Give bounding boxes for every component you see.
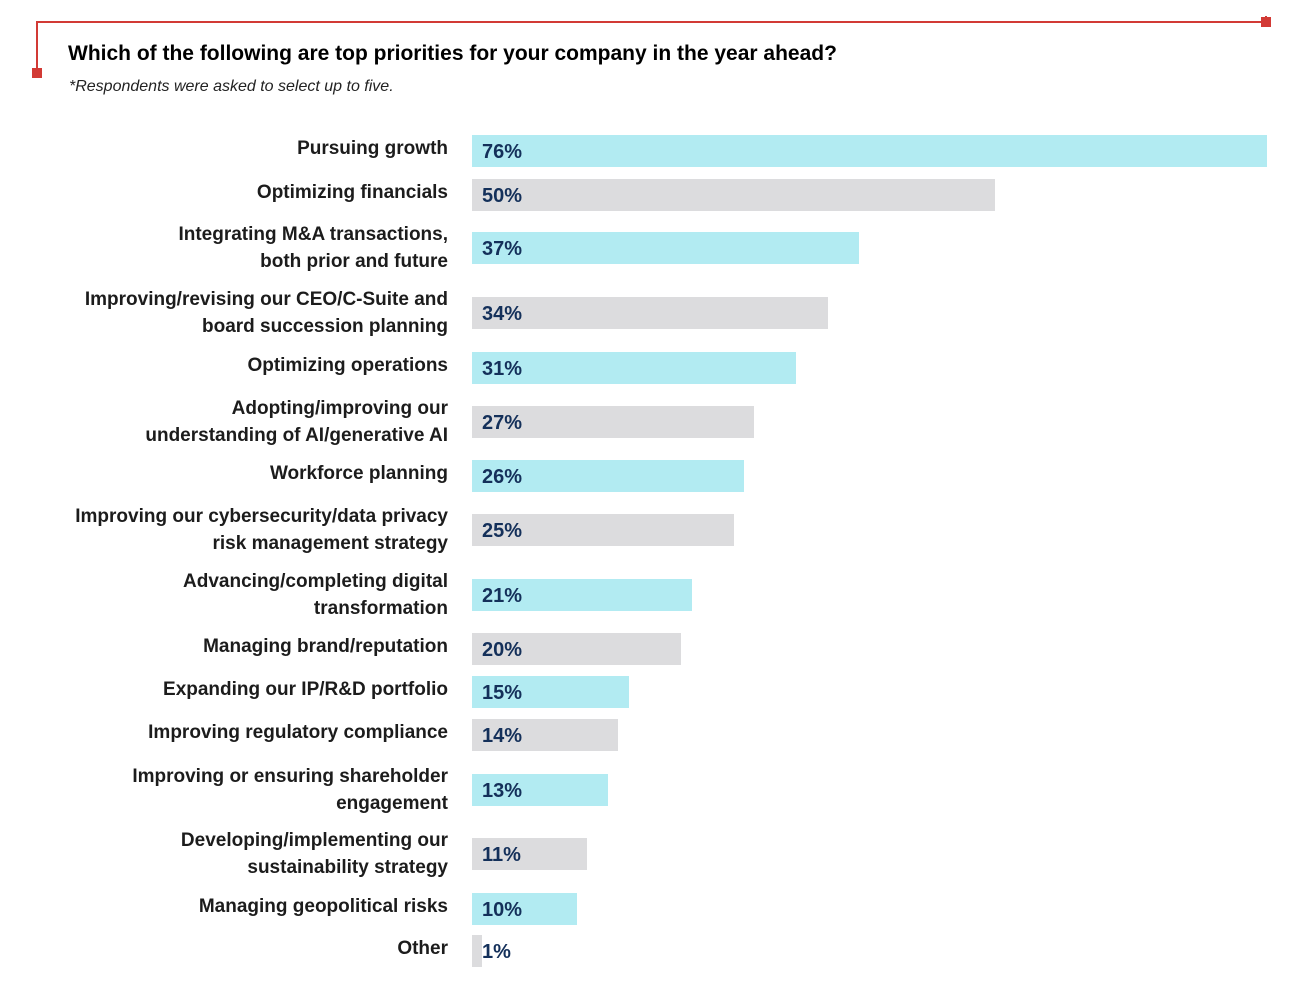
bar-value-label: 20% (482, 639, 523, 661)
category-label-line: Integrating M&A transactions, (178, 224, 448, 245)
category-label-line: Improving or ensuring shareholder (132, 766, 448, 787)
bar-value-label: 34% (482, 303, 523, 325)
bar-value-label: 37% (482, 238, 523, 260)
bar (472, 893, 577, 925)
category-label: Other (397, 935, 448, 962)
category-label: Workforce planning (270, 460, 448, 487)
frame-top-line (36, 21, 1267, 23)
frame-left-line (36, 21, 38, 71)
category-label: Pursuing growth (297, 135, 448, 162)
category-label-line: Adopting/improving our (231, 398, 448, 419)
category-label-line: transformation (313, 598, 448, 619)
bar (472, 135, 1267, 167)
category-label-line: Developing/implementing our (180, 830, 448, 851)
bar (472, 297, 828, 329)
bar-value-label: 14% (482, 725, 523, 747)
category-label-line: Improving/revising our CEO/C-Suite and (84, 289, 448, 310)
category-label-line: risk management strategy (212, 533, 449, 554)
bar (472, 719, 619, 751)
bar (472, 676, 629, 708)
bar (472, 838, 588, 870)
category-label-line: board succession planning (202, 316, 448, 337)
category-label-line: Improving our cybersecurity/data privacy (75, 506, 448, 527)
category-label: Advancing/completing digital transformati… (183, 568, 448, 622)
bar-value-label: 27% (482, 412, 523, 434)
category-label: Managing geopolitical risks (199, 893, 448, 920)
bar-value-label: 1% (482, 941, 511, 963)
bar-value-label: 26% (482, 466, 523, 488)
bar-value-label: 11% (482, 844, 521, 866)
bar-value-label: 31% (482, 358, 523, 380)
category-label: Managing brand/reputation (203, 633, 448, 660)
bar-value-label: 25% (482, 520, 523, 542)
frame-corner-square-top-right (1261, 17, 1271, 27)
category-label-line: Advancing/completing digital (183, 571, 448, 592)
bar (472, 179, 996, 211)
category-label-line: Optimizing operations (247, 354, 448, 376)
bar (472, 352, 797, 384)
bar-value-label: 21% (482, 585, 523, 607)
bar (472, 579, 692, 611)
bar (472, 514, 734, 546)
bar (472, 232, 860, 264)
bar (472, 406, 755, 438)
bar-value-label: 50% (482, 185, 523, 207)
category-label-line: engagement (336, 793, 448, 814)
chart-title: Which of the following are top prioritie… (68, 42, 837, 65)
bar (472, 633, 682, 665)
category-label-line: Expanding our IP/R&D portfolio (163, 678, 448, 700)
category-label: Developing/implementing our sustainabilit… (181, 827, 448, 881)
chart-subtitle: *Respondents were asked to select up to … (69, 78, 394, 95)
bar-value-label: 76% (482, 141, 523, 163)
category-label-line: both prior and future (260, 251, 448, 272)
category-label-line: Managing brand/reputation (203, 635, 448, 657)
category-label: Improving/revising our CEO/C-Suite and bo… (85, 286, 448, 340)
category-label-line: Managing geopolitical risks (198, 895, 448, 917)
category-label-line: Optimizing financials (256, 181, 448, 203)
category-label: Adopting/improving our understanding of A… (145, 395, 448, 449)
category-label: Expanding our IP/R&D portfolio (163, 676, 448, 703)
frame-corner-square-left (32, 68, 42, 78)
category-label: Integrating M&A transactions, both prior … (178, 221, 448, 275)
category-label-line: sustainability strategy (247, 857, 448, 878)
category-label-line: understanding of AI/generative AI (145, 425, 448, 446)
bar-value-label: 13% (482, 780, 523, 802)
category-label: Improving regulatory compliance (148, 719, 448, 746)
category-label: Improving or ensuring shareholder engagem… (132, 763, 448, 817)
bar-value-label: 15% (482, 682, 523, 704)
bar-value-label: 10% (482, 899, 523, 921)
category-label: Improving our cybersecurity/data privacy… (75, 503, 448, 557)
category-label: Optimizing financials (257, 179, 448, 206)
category-label: Optimizing operations (247, 352, 448, 379)
category-label-line: Workforce planning (269, 462, 448, 484)
bar (472, 774, 608, 806)
bar (472, 460, 744, 492)
bar (472, 935, 483, 967)
category-label-line: Pursuing growth (297, 137, 448, 159)
category-label-line: Improving regulatory compliance (148, 721, 448, 743)
category-label-line: Other (397, 937, 448, 959)
